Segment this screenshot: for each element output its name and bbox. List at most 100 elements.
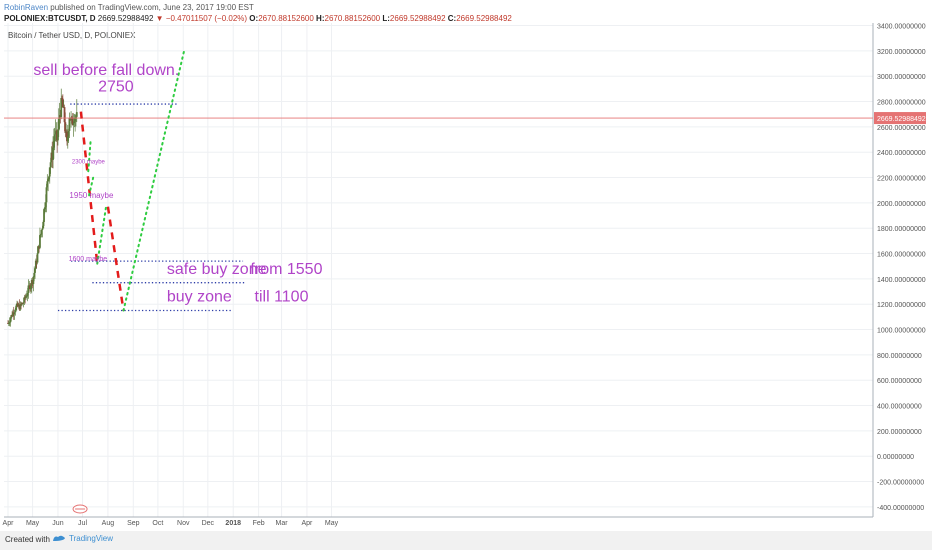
y-tick-label: 1400.00000000 [877, 277, 926, 284]
candle-body [75, 112, 78, 117]
candle-body [57, 130, 59, 141]
tradingview-logo-icon [53, 535, 65, 541]
candle-body [67, 130, 70, 137]
y-tick-label: 2400.00000000 [877, 150, 926, 157]
candle-body [53, 134, 56, 141]
x-tick-label: Sep [127, 520, 140, 527]
candle-body [9, 318, 12, 323]
open-value: 2670.88152600 [258, 14, 314, 23]
y-tick-label: 2000.00000000 [877, 201, 926, 208]
candle-body [74, 117, 77, 122]
x-tick-label: Jul [78, 520, 87, 527]
candle-body [26, 292, 29, 296]
candle-body [30, 285, 32, 290]
close-value: 2669.52988492 [456, 14, 512, 23]
candle-body [68, 118, 71, 131]
x-tick-label: Aug [102, 520, 115, 527]
candle-body [54, 131, 57, 135]
y-tick-label: 3000.00000000 [877, 74, 926, 81]
y-tick-label: 1200.00000000 [877, 302, 926, 309]
y-tick-label: 2800.00000000 [877, 100, 926, 107]
candle-body [44, 202, 47, 208]
candle-body [32, 276, 35, 285]
y-tick-label: -400.00000000 [877, 505, 924, 512]
x-tick-label: Apr [301, 520, 313, 527]
candle-body [43, 209, 45, 222]
annotation-text: 2750 [98, 78, 134, 95]
candle-body [33, 272, 36, 277]
close-label: C: [447, 14, 457, 23]
candle-body [73, 121, 76, 124]
projection-green-dotted [96, 204, 108, 265]
candle-body [34, 268, 36, 273]
symbol-label: POLONIEX:BTCUSDT, D [4, 14, 96, 23]
candle-body [71, 118, 74, 126]
projection-red-dashed [106, 206, 125, 311]
candle-body [61, 98, 64, 108]
x-tick-label: Feb [253, 520, 265, 527]
x-tick-label: Dec [202, 520, 215, 527]
candle-body [40, 230, 43, 235]
candle-body [43, 207, 46, 210]
x-tick-label: Jun [52, 520, 63, 527]
candle-body [48, 176, 50, 180]
candle-body [34, 260, 37, 269]
candle-body [14, 310, 17, 313]
price-chart[interactable]: -400.00000000 -200.00000000 0.00000000 200.… [0, 0, 932, 531]
candle-body [48, 167, 51, 177]
author-name[interactable]: RobinRaven [4, 3, 49, 12]
candle-body [45, 187, 48, 203]
candle-body [70, 117, 72, 121]
y-tick-label: 3400.00000000 [877, 24, 926, 31]
candle-body [22, 302, 25, 304]
y-tick-label: 200.00000000 [877, 429, 922, 436]
ohlc-bar: POLONIEX:BTCUSDT, D 2669.52988492 ▼ −0.4… [4, 13, 512, 25]
x-tick-label: May [26, 520, 40, 527]
candle-body [21, 303, 24, 304]
candle-body [42, 221, 45, 229]
candle-body [10, 315, 13, 319]
candles-group [7, 88, 78, 327]
candle-body [60, 98, 63, 117]
candle-body [64, 122, 67, 133]
candle-body [21, 303, 23, 305]
tradingview-link[interactable]: TradingView [52, 534, 113, 543]
candle-body [39, 235, 41, 248]
candle-body [72, 123, 75, 126]
candle-body [63, 107, 66, 123]
candle-body [52, 147, 54, 160]
candle-body [58, 115, 61, 119]
candle-body [7, 322, 10, 324]
y-tick-label: 2600.00000000 [877, 125, 926, 132]
high-value: 2670.88152600 [324, 14, 381, 23]
last-price-badge [874, 112, 926, 125]
annotation-text: 1950 maybe [69, 191, 114, 200]
chart-title: Bitcoin / Tether USD, D, POLONIEX [8, 31, 136, 40]
y-tick-label: 400.00000000 [877, 404, 922, 411]
y-tick-label: -200.00000000 [877, 480, 924, 487]
candle-body [23, 297, 26, 303]
candle-body [39, 234, 42, 236]
publish-header: RobinRaven published on TradingView.com,… [4, 2, 254, 14]
down-arrow-icon: ▼ [155, 14, 164, 23]
x-tick-label: Nov [177, 520, 190, 527]
x-tick-label: Mar [276, 520, 289, 527]
candle-body [46, 181, 49, 188]
annotation-text: 2300 maybe [72, 160, 106, 166]
annotation-text: till 1100 [255, 289, 309, 306]
candle-body [19, 304, 22, 310]
x-tick-label: Apr [3, 520, 15, 527]
y-tick-label: 2200.00000000 [877, 176, 926, 183]
open-label: O: [249, 14, 259, 23]
candle-body [25, 295, 28, 297]
candle-body [41, 228, 44, 231]
candle-body [8, 322, 11, 324]
projection-red-dashed [79, 111, 99, 264]
high-label: H: [316, 14, 325, 23]
candle-body [66, 136, 69, 142]
current-price: 2669.52988492 [97, 14, 154, 23]
candle-body [27, 285, 30, 293]
created-with-label: Created with [5, 535, 50, 544]
candle-body [37, 246, 40, 254]
projection-green-dotted [87, 138, 92, 173]
